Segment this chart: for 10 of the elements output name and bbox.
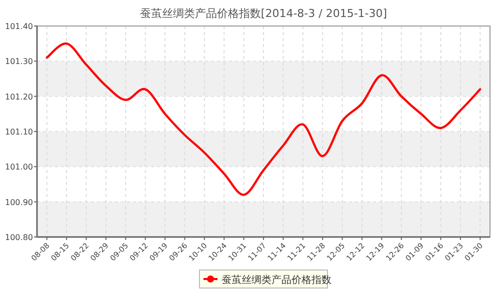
y-tick-label: 101.00 (5, 162, 33, 172)
line-series (46, 42, 482, 196)
chart-title: 蚕茧丝绸类产品价格指数[2014-8-3 / 2015-1-30] (140, 7, 388, 20)
legend-label: 蚕茧丝绸类产品价格指数 (222, 274, 332, 286)
y-tick-label: 101.20 (5, 92, 33, 102)
y-tick-label: 101.30 (5, 57, 33, 66)
y-tick-label: 101.10 (5, 128, 33, 136)
y-tick-label: 100.80 (5, 233, 33, 242)
y-tick-label: 100.90 (5, 198, 33, 207)
y-tick-label: 101.40 (5, 22, 33, 31)
